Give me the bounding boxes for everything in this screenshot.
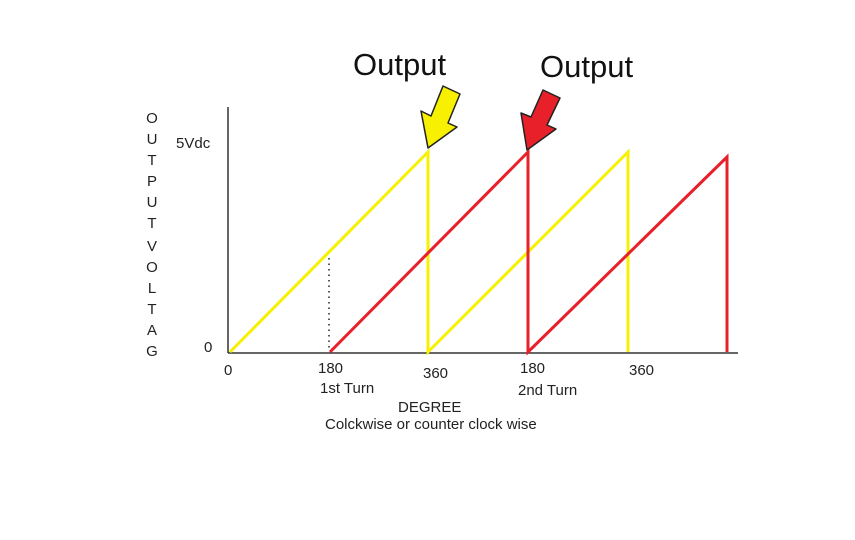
x-axis-title: DEGREE — [398, 399, 461, 416]
red-wave — [328, 148, 729, 356]
output-label: Output — [540, 49, 633, 84]
x-label: 0 — [224, 362, 232, 379]
red-arrow — [520, 89, 561, 151]
x-label: 180 — [520, 360, 545, 377]
x-label: 360 — [629, 362, 654, 379]
y-top-label: 5Vdc — [176, 135, 211, 152]
x-axis-subtitle: Colckwise or counter clock wise — [325, 416, 537, 433]
x-label: 180 — [318, 360, 343, 377]
yellow-wave — [228, 148, 630, 356]
turn-label: 1st Turn — [320, 380, 374, 397]
y-zero-label: 0 — [204, 339, 212, 356]
output-label: Output — [353, 47, 446, 82]
y-axis-title: VOLTAG — [144, 238, 161, 364]
yellow-arrow — [420, 85, 461, 149]
x-label: 360 — [423, 365, 448, 382]
y-axis-title: OUTPUT — [144, 110, 161, 236]
turn-label: 2nd Turn — [518, 382, 577, 399]
